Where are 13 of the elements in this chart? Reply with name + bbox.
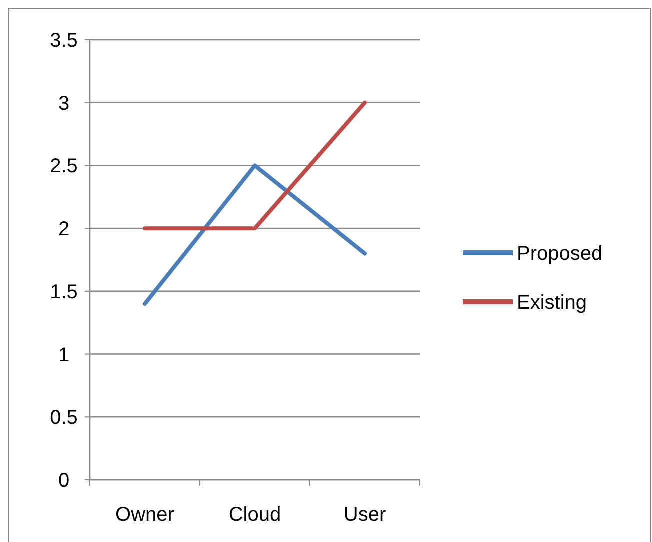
legend-label: Existing bbox=[517, 292, 588, 314]
y-tick-label: 3 bbox=[58, 92, 70, 115]
x-tick-label: Cloud bbox=[228, 504, 282, 526]
x-tick-label: User bbox=[344, 504, 386, 526]
y-tick-label: 3.5 bbox=[50, 30, 78, 52]
y-tick-label: 2.5 bbox=[50, 156, 78, 178]
legend-label: Proposed bbox=[517, 243, 603, 265]
y-tick-label: 0.5 bbox=[50, 407, 78, 430]
y-tick-label: 0 bbox=[58, 470, 70, 492]
y-tick-label: 1 bbox=[58, 344, 70, 366]
x-tick-label: Owner bbox=[116, 504, 175, 526]
y-tick-label: 1.5 bbox=[50, 281, 78, 304]
y-tick-label: 2 bbox=[58, 218, 70, 241]
